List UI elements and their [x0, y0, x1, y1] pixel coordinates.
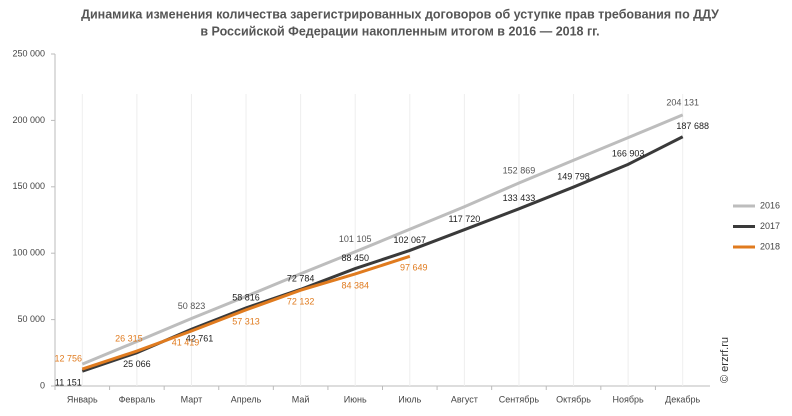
data-label: 149 798 [557, 171, 590, 181]
x-tick-label: Июнь [344, 394, 367, 404]
y-tick-label: 100 000 [12, 248, 45, 258]
data-label: 166 903 [612, 149, 645, 159]
data-label: 58 816 [232, 292, 260, 302]
data-label: 117 720 [448, 214, 480, 224]
data-label: 11 151 [55, 378, 82, 388]
x-tick-label: Март [181, 394, 203, 404]
y-tick-label: 150 000 [12, 181, 45, 191]
series-line [81, 135, 684, 373]
data-label: 97 649 [400, 263, 428, 273]
legend-label: 2018 [760, 241, 780, 251]
data-label: 50 823 [178, 301, 206, 311]
data-label: 42 761 [186, 334, 214, 344]
x-tick-label: Август [451, 394, 478, 404]
data-label: 72 784 [287, 274, 315, 284]
series-line [81, 113, 684, 366]
x-tick-label: Сентябрь [499, 394, 540, 404]
data-label: 72 132 [287, 297, 315, 307]
data-label: 133 433 [503, 193, 536, 203]
x-tick-label: Декабрь [665, 394, 700, 404]
y-tick-label: 0 [40, 380, 45, 390]
y-tick-label: 250 000 [12, 48, 45, 58]
x-tick-label: Май [292, 394, 310, 404]
data-label: 41 419 [172, 337, 200, 347]
x-tick-label: Январь [67, 394, 98, 404]
data-label: 102 067 [394, 235, 427, 245]
chart-title: Динамика изменения количества зарегистри… [81, 7, 719, 21]
data-label: 26 315 [115, 333, 143, 343]
data-label: 187 688 [676, 121, 709, 131]
x-tick-label: Апрель [231, 394, 262, 404]
x-tick-label: Ноябрь [613, 394, 645, 404]
x-tick-label: Июль [398, 394, 421, 404]
data-label: 152 869 [503, 165, 536, 175]
series-line [81, 254, 411, 371]
watermark: © erzrf.ru [719, 337, 731, 383]
legend-label: 2017 [760, 221, 780, 231]
chart-title: в Российской Федерации накопленным итого… [200, 24, 599, 38]
data-label: 12 756 [55, 353, 83, 363]
y-tick-label: 50 000 [17, 314, 45, 324]
data-label: 25 066 [123, 359, 151, 369]
data-label: 84 384 [341, 280, 369, 290]
data-label: 204 131 [666, 97, 699, 107]
x-tick-label: Февраль [119, 394, 156, 404]
legend-label: 2016 [760, 200, 780, 210]
data-label: 101 105 [339, 234, 372, 244]
x-tick-label: Октябрь [556, 394, 591, 404]
data-label: 88 450 [341, 253, 369, 263]
data-label: 57 313 [232, 316, 260, 326]
y-tick-label: 200 000 [12, 115, 45, 125]
